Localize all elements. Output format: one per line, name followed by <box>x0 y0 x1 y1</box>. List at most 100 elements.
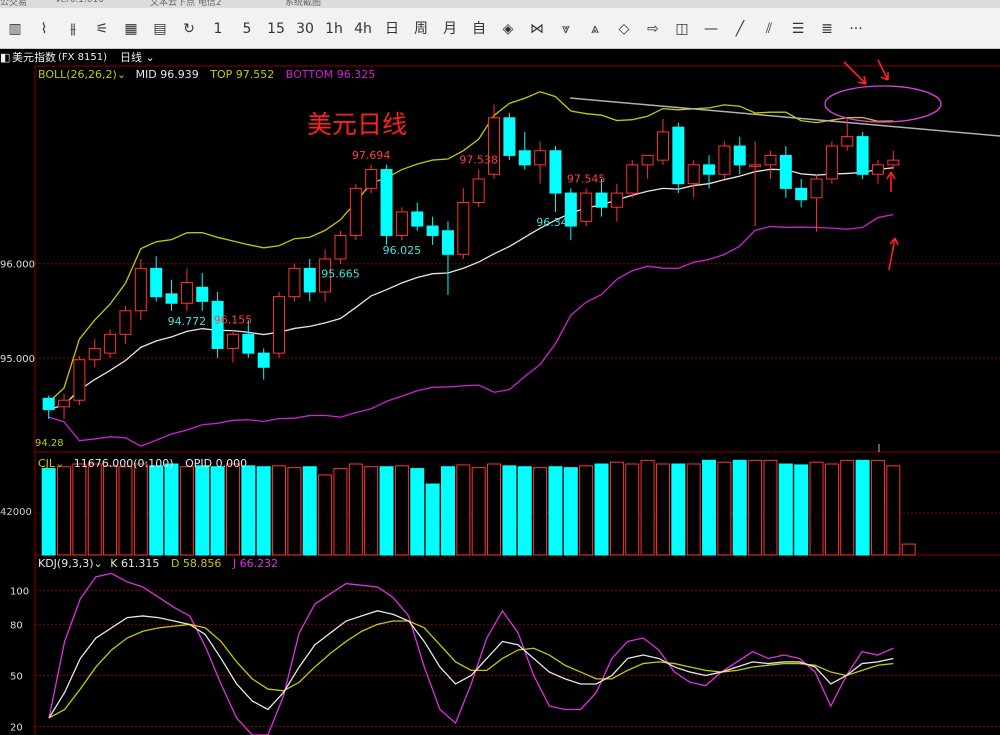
period-button[interactable]: 周 <box>414 21 428 37</box>
menu-item[interactable]: 系统截图 <box>285 0 322 8</box>
period-selector[interactable]: 日线 ⌄ <box>120 49 155 66</box>
more-icon[interactable]: ··· <box>849 21 863 37</box>
menu-item[interactable]: 文本云下点 电信2 <box>150 0 222 8</box>
parallel-lines-icon[interactable]: ⫽ <box>765 21 773 37</box>
volume-bar <box>149 465 164 556</box>
candle-body <box>58 399 71 408</box>
candle-body <box>472 178 485 204</box>
boll-name: BOLL(26,26,2) <box>38 68 117 81</box>
volume-bar <box>425 483 440 556</box>
fan-icon[interactable]: ⚟ <box>95 21 109 37</box>
k-label: K <box>110 557 118 570</box>
menu-icon[interactable]: ◧ <box>0 51 11 64</box>
period-button[interactable]: 15 <box>267 21 285 37</box>
candle-body <box>703 164 716 175</box>
period-label: 日线 <box>120 51 142 64</box>
volume-bar <box>548 466 563 556</box>
period-button[interactable]: 月 <box>443 21 457 37</box>
candle-body <box>518 150 531 166</box>
period-button[interactable]: 日 <box>385 21 399 37</box>
volume-bar <box>195 465 210 556</box>
chevron-down-icon: ⌄ <box>93 557 103 570</box>
candle-body <box>564 192 577 227</box>
mid-value: 96.939 <box>160 68 199 81</box>
volume-bar <box>502 465 517 556</box>
doc-lines-icon[interactable]: ≣ <box>821 21 833 37</box>
volume-bar <box>870 459 885 556</box>
candle-body <box>580 192 593 222</box>
volume-bar <box>103 465 118 556</box>
kdj-legend[interactable]: KDJ(9,3,3)⌄ K 61.315 D 58.856 J 66.232 <box>38 557 278 570</box>
horizontal-line-icon[interactable]: — <box>704 21 718 37</box>
boll-top-line <box>48 91 894 403</box>
volume-bar <box>41 468 56 556</box>
volume-bar <box>456 464 471 556</box>
volume-bar <box>533 467 548 556</box>
period-button[interactable]: 5 <box>242 21 252 37</box>
volume-bar <box>748 459 763 556</box>
cjl-legend[interactable]: CJL⌄ 11676.000(0:100) OPID 0.000 <box>38 457 247 470</box>
candle-body <box>349 187 362 236</box>
candle-body <box>672 126 685 185</box>
volume-bar <box>440 466 455 556</box>
window-split-icon[interactable]: ◫ <box>675 21 689 37</box>
volume-bar <box>855 459 870 556</box>
volume-bar <box>318 474 333 556</box>
line-chart-icon[interactable]: ⌇ <box>40 21 48 37</box>
calendar-box-icon[interactable]: ▦ <box>124 21 138 37</box>
refresh-icon[interactable]: ↻ <box>183 21 195 37</box>
doc-list-icon[interactable]: ☰ <box>791 21 805 37</box>
volume-bar <box>794 464 809 556</box>
volume-bar <box>702 459 717 556</box>
double-chevron-up-icon[interactable]: ⩓ <box>591 21 599 37</box>
candle-body <box>226 333 239 349</box>
period-button[interactable]: 1 <box>213 21 223 37</box>
diamond-arrows-icon[interactable]: ◈ <box>502 21 514 37</box>
period-button[interactable]: 自 <box>472 21 486 37</box>
k-value: 61.315 <box>120 557 160 570</box>
price-cut-label: 94.28 <box>35 438 64 449</box>
symbol-code: (FX 8151) <box>58 52 108 63</box>
cjl-value: 11676.000(0:100) <box>73 457 174 470</box>
candle-body <box>488 117 501 175</box>
volume-bar <box>179 466 194 556</box>
candle-body <box>42 397 55 411</box>
price-annotation: 97.545 <box>567 172 606 185</box>
save-icon[interactable]: ▤ <box>153 21 167 37</box>
candle-body <box>119 310 132 335</box>
bowtie-icon[interactable]: ⋈ <box>530 21 544 37</box>
candle-body <box>595 192 608 208</box>
volume-bar <box>57 466 72 556</box>
volume-bar <box>717 461 732 556</box>
candle-body <box>856 136 869 175</box>
top-label: TOP <box>210 68 233 81</box>
volume-bar <box>72 463 87 556</box>
period-button[interactable]: 4h <box>354 21 372 37</box>
j-label: J <box>232 557 237 570</box>
volume-bar <box>118 466 133 556</box>
double-chevron-down-icon[interactable]: ⩔ <box>562 21 570 37</box>
diamond-right-icon[interactable]: ⇨ <box>647 21 659 37</box>
volume-bar <box>824 463 839 556</box>
period-button[interactable]: 30 <box>296 21 314 37</box>
kline-icon[interactable]: ⫵ <box>69 21 77 37</box>
candle-body <box>180 282 193 304</box>
bar-chart-icon[interactable]: ▥ <box>8 21 22 37</box>
candle-body <box>810 178 823 199</box>
candle-body <box>104 333 117 354</box>
period-button[interactable]: 1h <box>325 21 343 37</box>
menu-item[interactable]: 公交易 <box>0 0 28 8</box>
volume-bar <box>287 467 302 556</box>
volume-axis-label: 42000 <box>0 507 32 518</box>
diamond-left-icon[interactable]: ◇ <box>618 21 630 37</box>
diagonal-line-icon[interactable]: ╱ <box>735 21 745 37</box>
opid-value: 0.000 <box>215 457 248 470</box>
chevron-down-icon: ⌄ <box>55 457 65 470</box>
boll-legend[interactable]: BOLL(26,26,2)⌄ MID 96.939 TOP 97.552 BOT… <box>38 68 375 81</box>
candle-body <box>441 230 454 255</box>
kdj-k-line <box>48 610 894 719</box>
volume-bar <box>809 461 824 556</box>
arrow-icon <box>888 237 899 271</box>
menu-item[interactable]: Ver6.1.010 <box>55 0 105 5</box>
volume-bar <box>379 466 394 556</box>
